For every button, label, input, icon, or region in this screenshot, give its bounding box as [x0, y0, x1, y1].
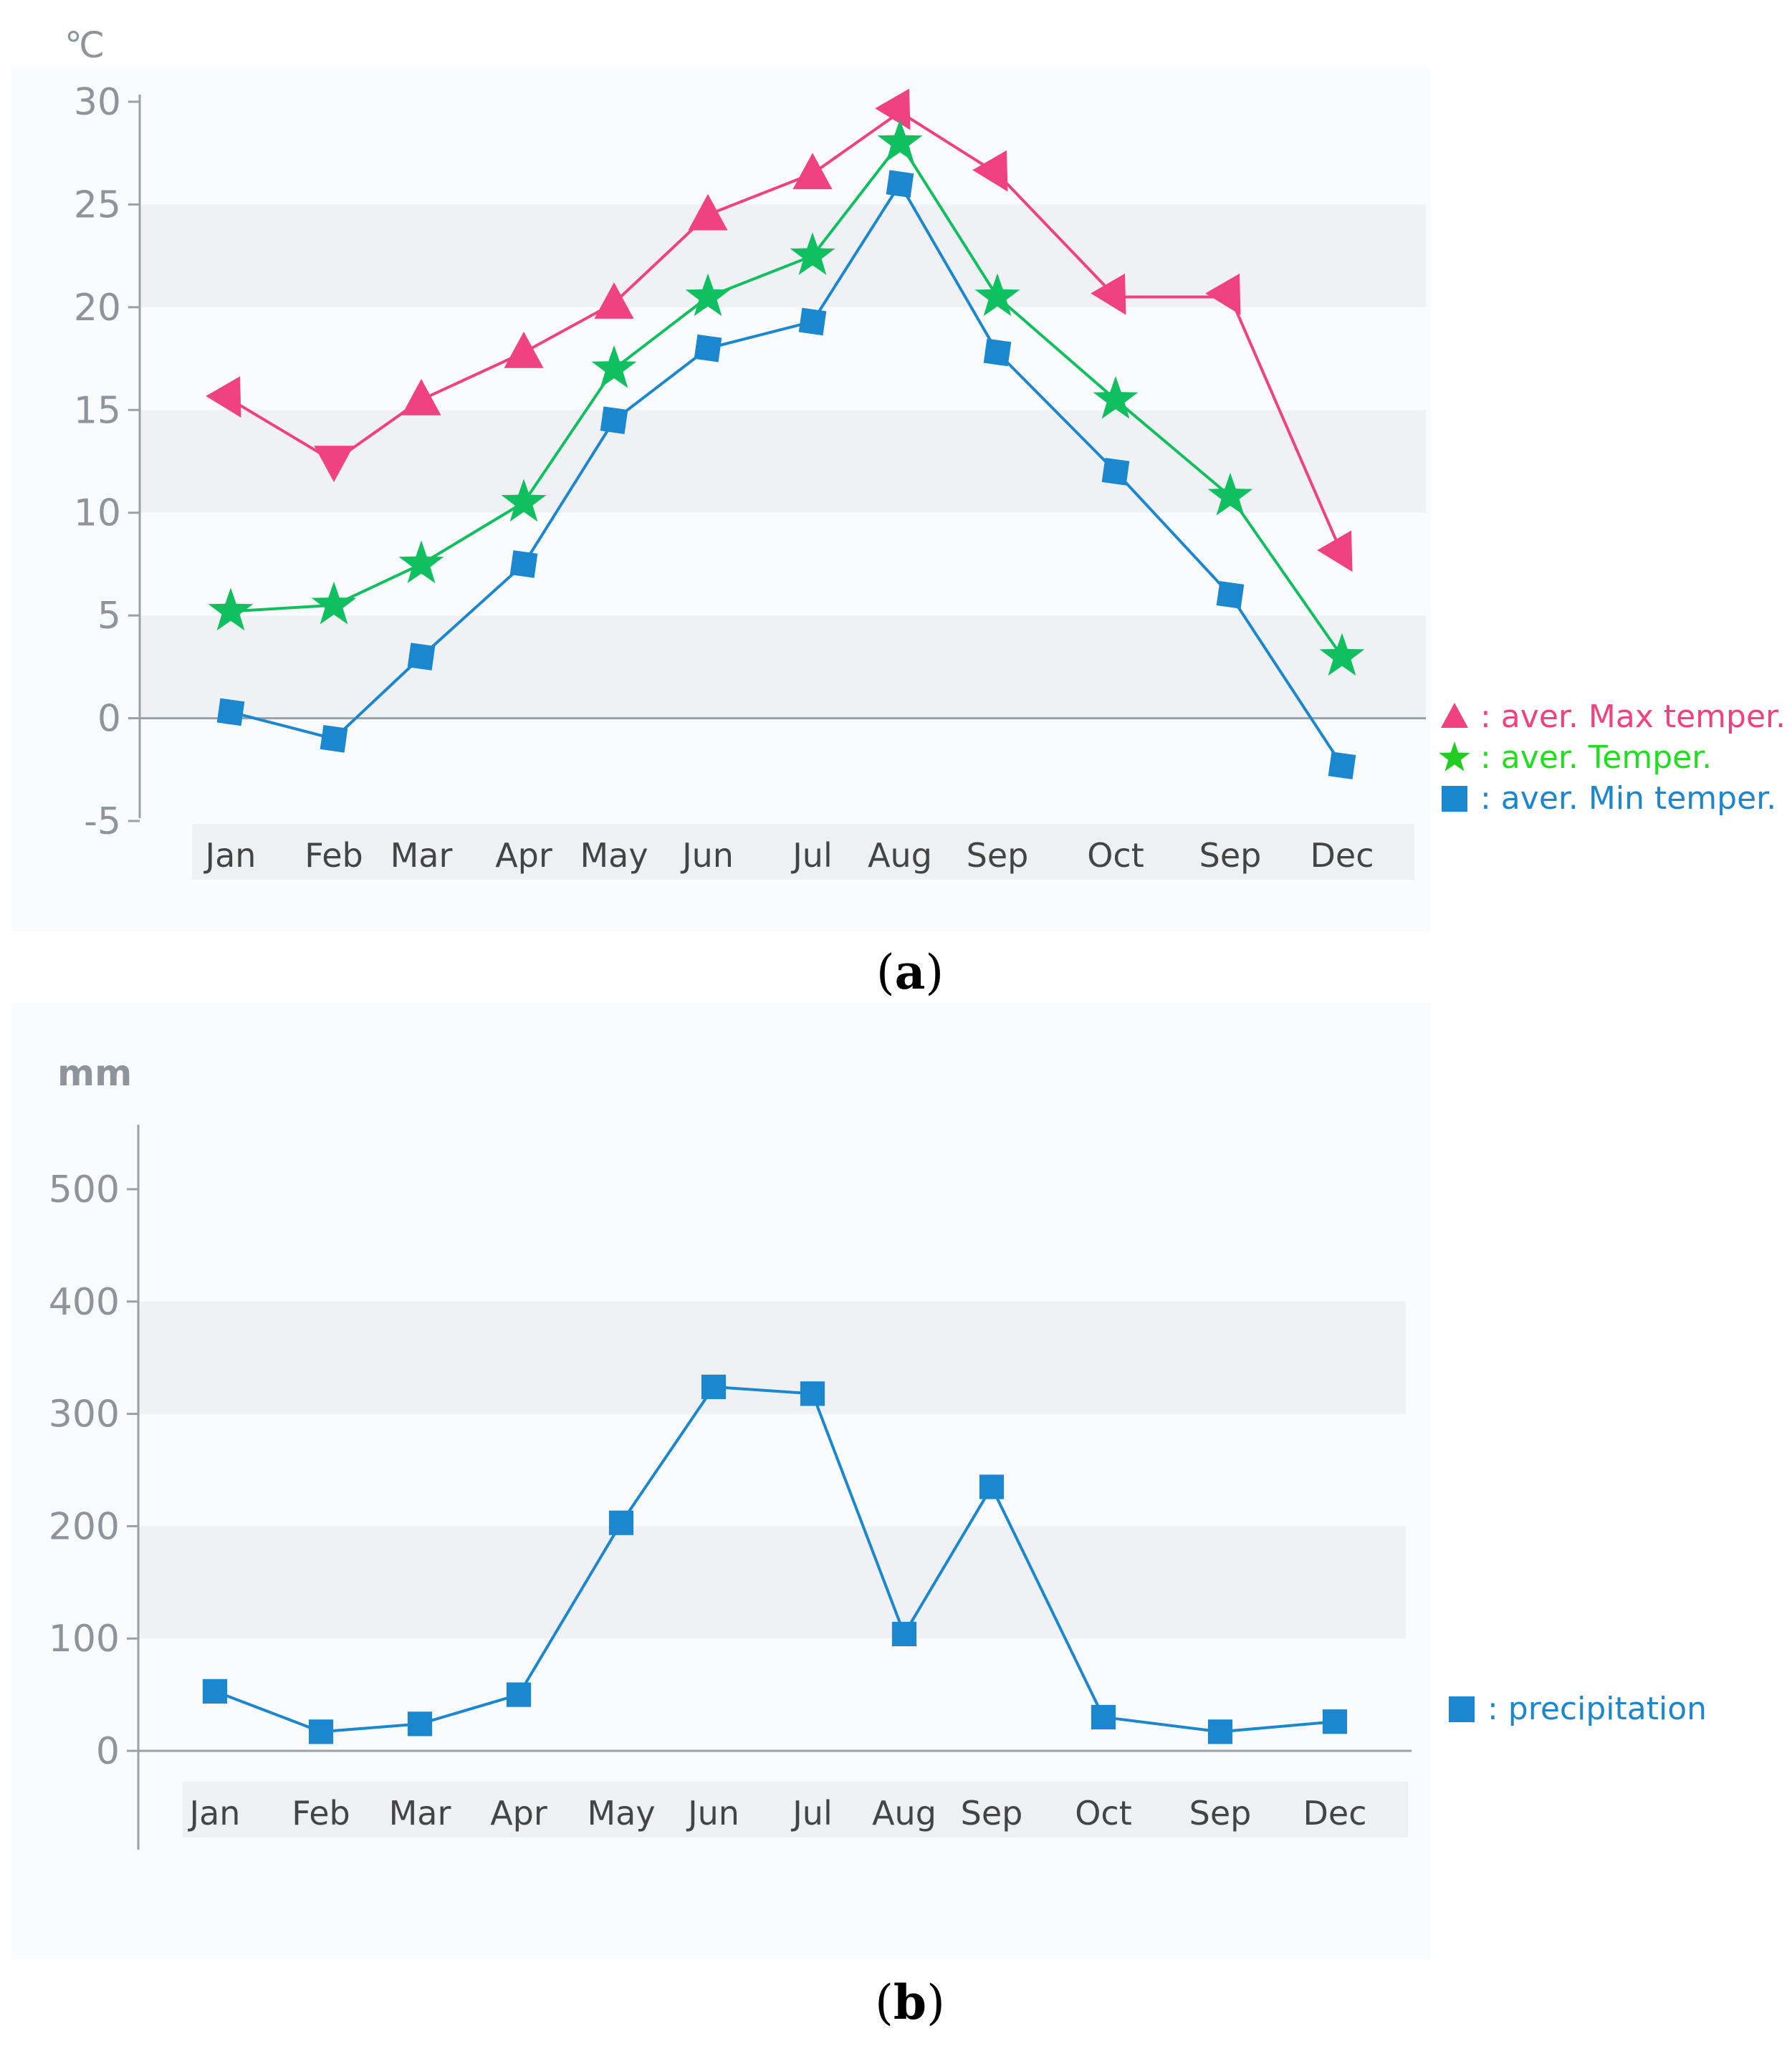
shaded-band: [140, 410, 1426, 513]
x-category-label: Sep: [1199, 836, 1262, 875]
x-category-label: Aug: [868, 836, 932, 875]
y-tick-label: 15: [74, 389, 121, 432]
y-tick-label: 500: [49, 1168, 120, 1211]
legend-marker: [1442, 786, 1467, 812]
x-category-label: Sep: [961, 1794, 1023, 1833]
legend-label: : precipitation: [1487, 1691, 1707, 1727]
legend-marker: [1439, 741, 1470, 772]
data-point: [1207, 1719, 1233, 1744]
precipitation-category-band: [183, 1782, 1408, 1838]
y-tick-label: 0: [97, 698, 121, 741]
temperature-chart: ℃ 30 25 20 15 10 5 0 -5 Jan Feb Mar Apr May Jun Jul Au…: [11, 24, 1786, 1000]
x-category-label: Apr: [490, 1794, 547, 1833]
data-point: [1322, 1709, 1348, 1734]
x-category-label: Aug: [872, 1794, 936, 1833]
caption-b: (b): [875, 1974, 945, 2030]
data-point: [608, 1510, 634, 1535]
data-point: [694, 334, 722, 362]
data-point: [1101, 458, 1130, 486]
y-tick-label: 300: [49, 1393, 120, 1436]
y-tick-label: 5: [97, 595, 121, 638]
data-point: [202, 1678, 228, 1704]
data-point: [600, 406, 628, 434]
y-tick-label: 25: [74, 183, 121, 226]
temperature-y-ticks: 30 25 20 15 10 5 0 -5: [74, 81, 140, 843]
x-category-label: Feb: [305, 836, 363, 875]
x-category-label: Apr: [495, 836, 552, 875]
precipitation-bands: [138, 1301, 1406, 1639]
series-line: [214, 1385, 1336, 1734]
temperature-categories: Jan Feb Mar Apr May Jun Jul Aug Sep Oct Sep Dec: [203, 836, 1374, 875]
data-point: [983, 338, 1012, 367]
shaded-band: [138, 1301, 1406, 1414]
temperature-category-band: [192, 824, 1414, 880]
data-point: [308, 1719, 334, 1744]
legend-label: : aver. Temper.: [1480, 739, 1712, 776]
temperature-legend: : aver. Max temper. : aver. Temper. : aver…: [1439, 698, 1786, 817]
data-point: [798, 307, 827, 336]
data-point: [407, 643, 436, 671]
x-category-label: May: [587, 1794, 655, 1833]
temperature-unit-label: ℃: [64, 24, 105, 66]
x-category-label: Jan: [188, 1794, 241, 1833]
x-category-label: Jul: [790, 1794, 833, 1833]
y-tick-label: 30: [74, 81, 121, 124]
precipitation-y-ticks: 500 400 300 200 100 0: [49, 1168, 138, 1773]
series-line: [230, 140, 1343, 658]
x-category-label: Mar: [389, 1794, 451, 1833]
data-point: [407, 1711, 433, 1737]
y-tick-label: 0: [96, 1730, 120, 1773]
data-point: [1328, 751, 1356, 779]
x-category-label: Sep: [1189, 1794, 1252, 1833]
data-point: [886, 170, 914, 198]
data-point: [1091, 1704, 1116, 1730]
temperature-bands: [140, 204, 1426, 719]
series-line: [230, 181, 1343, 767]
x-category-label: Feb: [292, 1794, 350, 1833]
precipitation-unit-label: mm: [57, 1052, 132, 1094]
y-tick-label: 20: [74, 287, 121, 330]
x-category-label: Sep: [967, 836, 1029, 875]
y-tick-label: -5: [84, 800, 121, 843]
x-category-label: Oct: [1075, 1794, 1132, 1833]
precipitation-series: [202, 1374, 1348, 1744]
x-category-label: Dec: [1303, 1794, 1366, 1833]
x-category-label: Oct: [1087, 836, 1144, 875]
shaded-band: [140, 615, 1426, 719]
y-tick-label: 10: [74, 492, 121, 535]
x-category-label: Dec: [1310, 836, 1374, 875]
x-category-label: Jan: [203, 836, 257, 875]
legend-marker: [1449, 1696, 1475, 1722]
precipitation-categories: Jan Feb Mar Apr May Jun Jul Aug Sep Oct Sep Dec: [188, 1794, 1367, 1833]
data-point: [1216, 581, 1245, 609]
legend-marker: [1441, 703, 1468, 728]
precipitation-chart: mm 500 400 300 200 100 0 Jan Feb Mar Apr May Jun Ju…: [11, 1003, 1707, 2030]
x-category-label: Jun: [680, 836, 734, 875]
data-point: [701, 1374, 727, 1400]
temperature-series: [206, 88, 1370, 779]
data-point: [979, 1474, 1005, 1499]
data-point: [891, 1621, 917, 1647]
legend-label: : aver. Max temper.: [1480, 698, 1786, 735]
precipitation-legend: : precipitation: [1449, 1691, 1707, 1727]
x-category-label: Jun: [686, 1794, 739, 1833]
x-category-label: May: [580, 836, 648, 875]
shaded-band: [138, 1526, 1406, 1639]
data-point: [506, 1682, 532, 1707]
x-category-label: Jul: [790, 836, 833, 875]
y-tick-label: 400: [49, 1281, 120, 1324]
data-point: [320, 724, 348, 753]
data-point: [800, 1381, 825, 1406]
legend-label: : aver. Min temper.: [1480, 780, 1776, 817]
data-point: [216, 698, 245, 726]
data-point: [509, 550, 538, 578]
y-tick-label: 100: [49, 1618, 120, 1661]
caption-a: (a): [876, 944, 944, 1000]
y-tick-label: 200: [49, 1505, 120, 1548]
x-category-label: Mar: [390, 836, 453, 875]
